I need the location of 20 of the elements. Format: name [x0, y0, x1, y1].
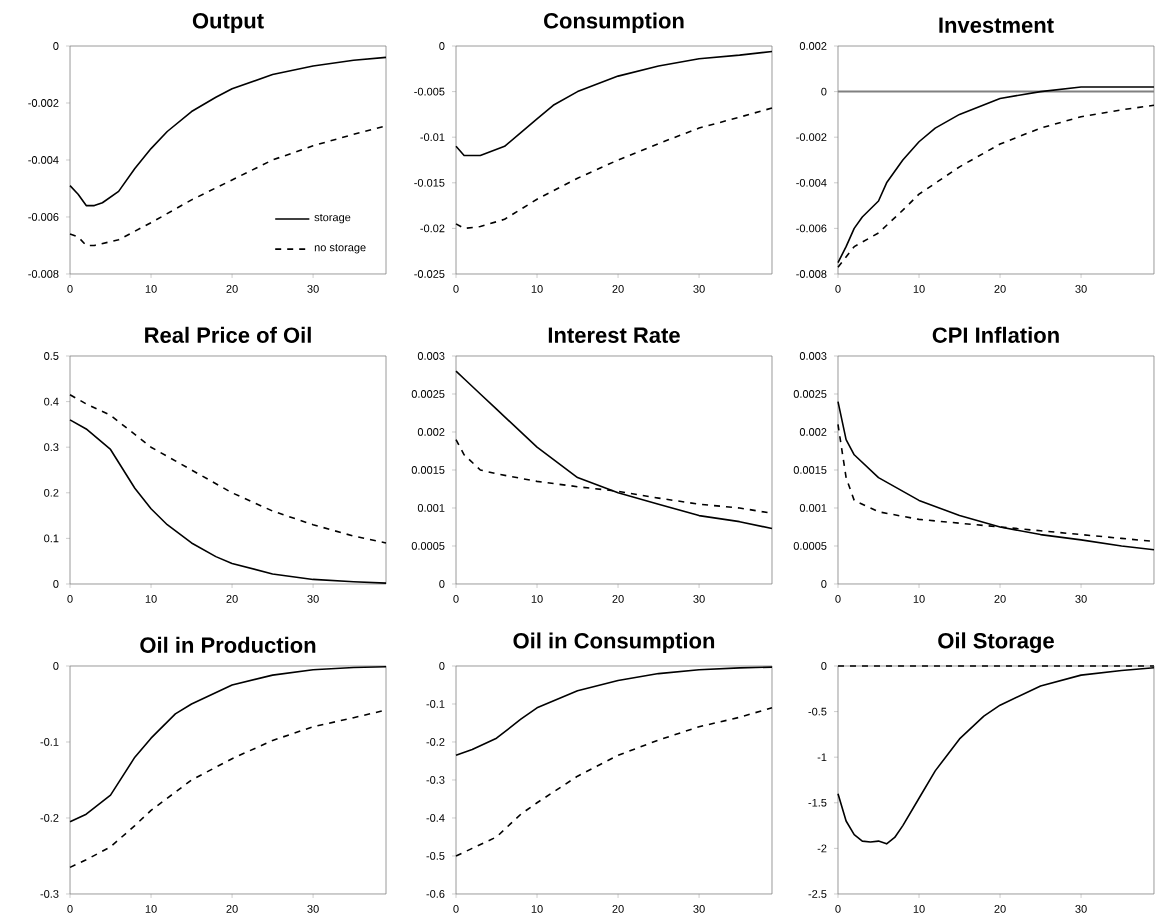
chart-title: Oil in Consumption: [513, 632, 715, 653]
line-series: [69, 709, 387, 869]
line-series: [455, 370, 773, 530]
chart-title: Interest Rate: [548, 327, 680, 343]
line-series: [69, 56, 387, 207]
chart-title: Oil Storage: [938, 632, 1054, 653]
chart-title: Real Price of Oil: [145, 326, 311, 343]
line-series: [69, 419, 387, 584]
line-series: [69, 665, 387, 823]
line-series: [455, 706, 773, 857]
chart-title: Output: [192, 13, 264, 33]
line-series: [455, 107, 773, 230]
chart-title: Oil in Production: [140, 636, 316, 653]
line-series: [69, 393, 387, 544]
chart-title: CPI Inflation: [932, 326, 1059, 343]
line-series: [837, 400, 1155, 551]
chart-title: Consumption: [544, 12, 684, 33]
line-series: [69, 124, 387, 247]
chart-title: Investment: [939, 17, 1054, 33]
line-series: [455, 666, 773, 757]
